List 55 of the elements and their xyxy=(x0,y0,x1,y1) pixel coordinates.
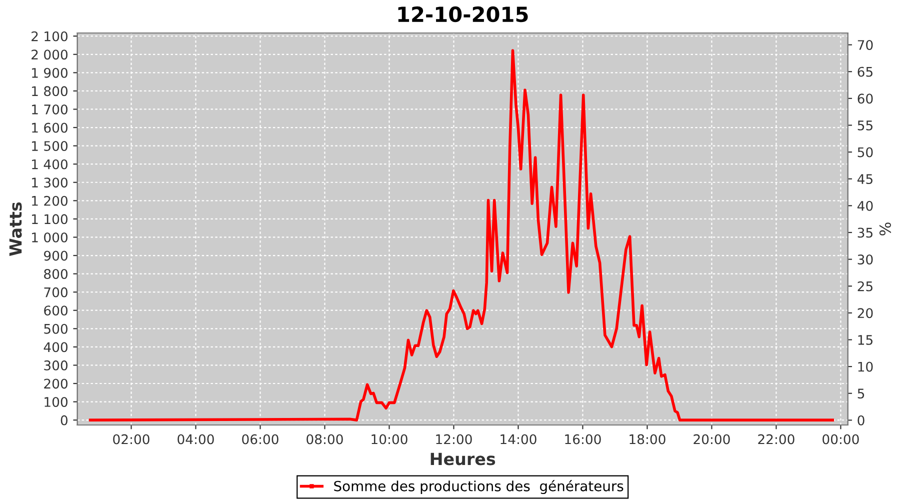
x-tick-label: 20:00 xyxy=(694,434,730,444)
y-tick-label: 1 200 xyxy=(32,196,68,206)
y-tick-label: 1 600 xyxy=(32,122,68,133)
line-series xyxy=(88,49,834,422)
y2-tick-label: 55 xyxy=(858,120,872,130)
y2-tick-label: 5 xyxy=(858,388,864,399)
x-tick-label: 04:00 xyxy=(178,434,214,444)
y-tick-label: 1 100 xyxy=(32,214,68,224)
y2-tick-label: 30 xyxy=(858,254,873,264)
y2-tick-label: 40 xyxy=(857,200,873,211)
y-tick-label: 100 xyxy=(44,397,68,407)
y-tick-label: 1 000 xyxy=(32,232,68,242)
x-tick-label: 02:00 xyxy=(113,434,150,444)
y-tick-label: 600 xyxy=(44,306,68,316)
y2-tick-label: 65 xyxy=(858,66,872,77)
y2-tick-label: 20 xyxy=(858,308,873,318)
x-tick-label: 16:00 xyxy=(565,434,601,444)
y2-tick-label: 0 xyxy=(858,415,864,426)
y-tick-label: 1 800 xyxy=(32,86,68,96)
y-tick-label: 900 xyxy=(44,250,68,261)
x-tick-label: 22:00 xyxy=(758,434,794,444)
y-tick-label: 1 300 xyxy=(32,178,68,188)
legend-label: Somme des productions des générateurs xyxy=(334,480,624,494)
y-tick-label: 2 000 xyxy=(32,50,68,60)
y2-tick-label: 10 xyxy=(858,362,873,372)
y-tick-label: 300 xyxy=(44,360,68,370)
x-tick-label: 18:00 xyxy=(630,434,666,444)
y-tick-label: 500 xyxy=(44,324,68,334)
y-tick-label: 1 900 xyxy=(32,68,68,78)
x-tick-label: 12:00 xyxy=(436,434,472,444)
y-tick-label: 2 100 xyxy=(32,31,68,42)
y2-tick-label: 50 xyxy=(858,147,873,158)
x-tick-label: 08:00 xyxy=(306,434,343,444)
x-tick-label: 06:00 xyxy=(242,434,278,444)
y-axis-title: Watts xyxy=(9,202,22,256)
y-tick-label: 1 700 xyxy=(32,104,68,114)
y2-tick-label: 35 xyxy=(858,228,872,238)
y2-tick-label: 45 xyxy=(857,174,872,184)
y-tick-label: 1 500 xyxy=(32,141,68,152)
y2-tick-label: 70 xyxy=(858,40,873,50)
y-tick-label: 800 xyxy=(44,269,68,279)
x-axis-title: Heures xyxy=(430,452,496,466)
y2-tick-label: 60 xyxy=(858,94,873,104)
y-tick-label: 1 400 xyxy=(32,159,68,170)
y2-tick-label: 25 xyxy=(858,281,872,292)
x-tick-label: 10:00 xyxy=(372,434,408,444)
y2-tick-label: 15 xyxy=(858,335,872,345)
y-tick-label: 700 xyxy=(44,287,68,298)
y-tick-label: 0 xyxy=(60,415,68,426)
y-tick-label: 400 xyxy=(44,342,68,352)
y-tick-label: 200 xyxy=(44,378,68,389)
y2-axis-title: % xyxy=(879,222,891,236)
x-tick-label: 00:00 xyxy=(822,434,859,444)
x-tick-label: 14:00 xyxy=(500,434,536,444)
chart-title: 12-10-2015 xyxy=(398,6,528,22)
